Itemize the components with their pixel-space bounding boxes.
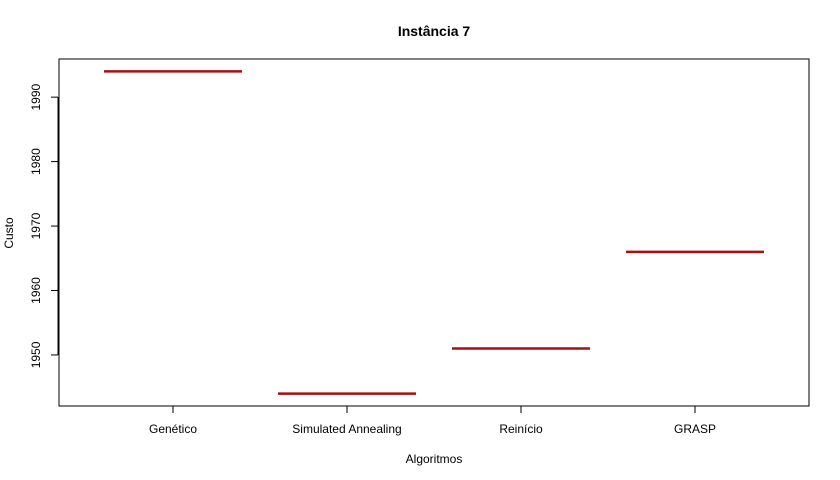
x-tick-label: GRASP [674, 422, 716, 436]
chart-marks [104, 70, 764, 395]
x-axis-label: Algoritmos [406, 452, 463, 466]
x-tick-label: Genético [149, 422, 197, 436]
y-tick-label: 1950 [29, 341, 43, 368]
y-tick-label: 1980 [29, 148, 43, 175]
y-tick-label: 1970 [29, 212, 43, 239]
y-axis-label: Custo [2, 217, 16, 249]
y-tick-label: 1960 [29, 277, 43, 304]
y-tick-label: 1990 [29, 83, 43, 110]
chart-title: Instância 7 [398, 23, 471, 39]
x-tick-label: Reinício [499, 422, 543, 436]
y-axis: 1950 1960 1970 1980 1990 [29, 83, 59, 368]
plot-frame [58, 58, 810, 407]
x-axis: Genético Simulated Annealing Reinício GRASP [149, 406, 716, 436]
x-tick-label: Simulated Annealing [292, 422, 401, 436]
